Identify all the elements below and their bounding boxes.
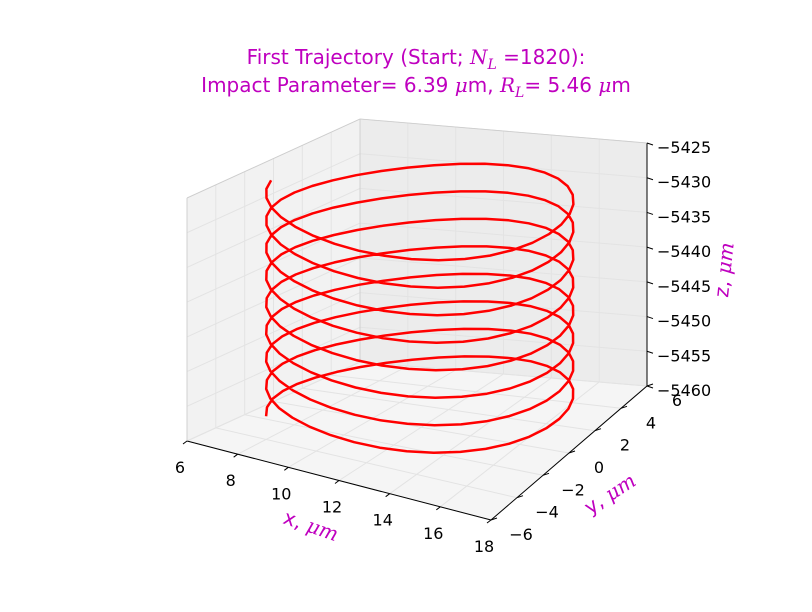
z-tick-mark	[646, 142, 654, 146]
x-tick-label: 14	[373, 511, 393, 530]
y-tick-mark	[594, 428, 602, 432]
x-tick-mark	[486, 519, 492, 524]
x-tick-label: 18	[474, 537, 494, 556]
title-line2-unit2-tail: m	[611, 73, 630, 97]
z-tick-mark	[646, 385, 654, 389]
title-line2-subscript: L	[514, 85, 524, 101]
title-line1-prefix: First Trajectory (Start;	[247, 45, 470, 69]
box-edge	[186, 118, 648, 199]
z-tick-mark	[646, 211, 654, 215]
x-tick-mark	[385, 493, 390, 498]
x-tick-label: 12	[322, 498, 342, 517]
title-line1-symbol: N	[469, 45, 489, 69]
y-tick-label: 6	[672, 391, 682, 410]
series-layer	[264, 162, 575, 454]
z-axis-label-prefix: z,	[709, 273, 735, 299]
x-tick-label: 10	[271, 484, 291, 503]
y-tick-mark	[646, 383, 654, 387]
y-tick-label: −2	[561, 480, 585, 499]
y-tick-mark	[490, 517, 498, 521]
z-tick-label: −5430	[657, 173, 711, 192]
z-tick-label: −5450	[657, 312, 711, 331]
title-line1-suffix: =1820):	[497, 45, 586, 69]
tick-labels: 681012141618−6−4−20246−5425−5430−5435−54…	[175, 138, 711, 556]
y-tick-label: −6	[509, 525, 533, 544]
x-tick-mark	[182, 440, 188, 445]
x-tick-mark	[284, 466, 289, 471]
z-tick-label: −5460	[657, 381, 711, 400]
axis-lines	[182, 118, 654, 524]
title-line2-mid: = 5.46	[524, 73, 598, 97]
trajectory-line-0	[264, 162, 575, 454]
z-tick-label: −5425	[657, 138, 711, 157]
x-tick-mark	[233, 453, 238, 458]
z-tick-label: −5440	[657, 242, 711, 261]
y-tick-mark	[568, 450, 576, 454]
z-tick-mark	[646, 246, 654, 250]
x-tick-label: 8	[226, 471, 236, 490]
title-line2-unit2-symbol: μ	[598, 73, 611, 97]
z-axis-label: z, μm	[709, 241, 739, 298]
y-axis-label: y, μm	[580, 468, 640, 519]
y-tick-label: 4	[646, 413, 656, 432]
z-tick-mark	[646, 281, 654, 285]
z-tick-mark	[646, 177, 654, 181]
z-tick-mark	[646, 316, 654, 320]
pane-floor	[187, 362, 647, 520]
x-tick-label: 16	[423, 524, 443, 543]
title-line2-unit-symbol: μ	[455, 73, 468, 97]
y-tick-label: −4	[535, 503, 559, 522]
z-axis-label-unit-tail: m	[713, 241, 739, 262]
y-tick-mark	[620, 405, 628, 409]
y-tick-label: 2	[620, 436, 630, 455]
y-tick-mark	[542, 472, 550, 476]
x-tick-label: 6	[175, 458, 185, 477]
z-tick-mark	[646, 350, 654, 354]
axis-panes	[187, 119, 647, 520]
z-tick-label: −5455	[657, 346, 711, 365]
chart-title-line-2: Impact Parameter= 6.39 μm, RL= 5.46 μm	[201, 73, 631, 101]
z-axis-label-unit-symbol: μ	[712, 260, 737, 275]
y-tick-mark	[516, 495, 524, 499]
z-tick-label: −5445	[657, 277, 711, 296]
z-tick-label: −5435	[657, 207, 711, 226]
title-line1-subscript: L	[486, 57, 496, 73]
chart-title-line-1: First Trajectory (Start; NL =1820):	[247, 45, 586, 73]
title-line2-prefix: Impact Parameter= 6.39	[201, 73, 455, 97]
y-tick-label: 0	[594, 458, 604, 477]
x-tick-mark	[436, 506, 441, 511]
title-line2-unit-tail: m,	[468, 73, 500, 97]
x-tick-mark	[334, 480, 340, 484]
title-line2-symbol: R	[499, 73, 515, 97]
